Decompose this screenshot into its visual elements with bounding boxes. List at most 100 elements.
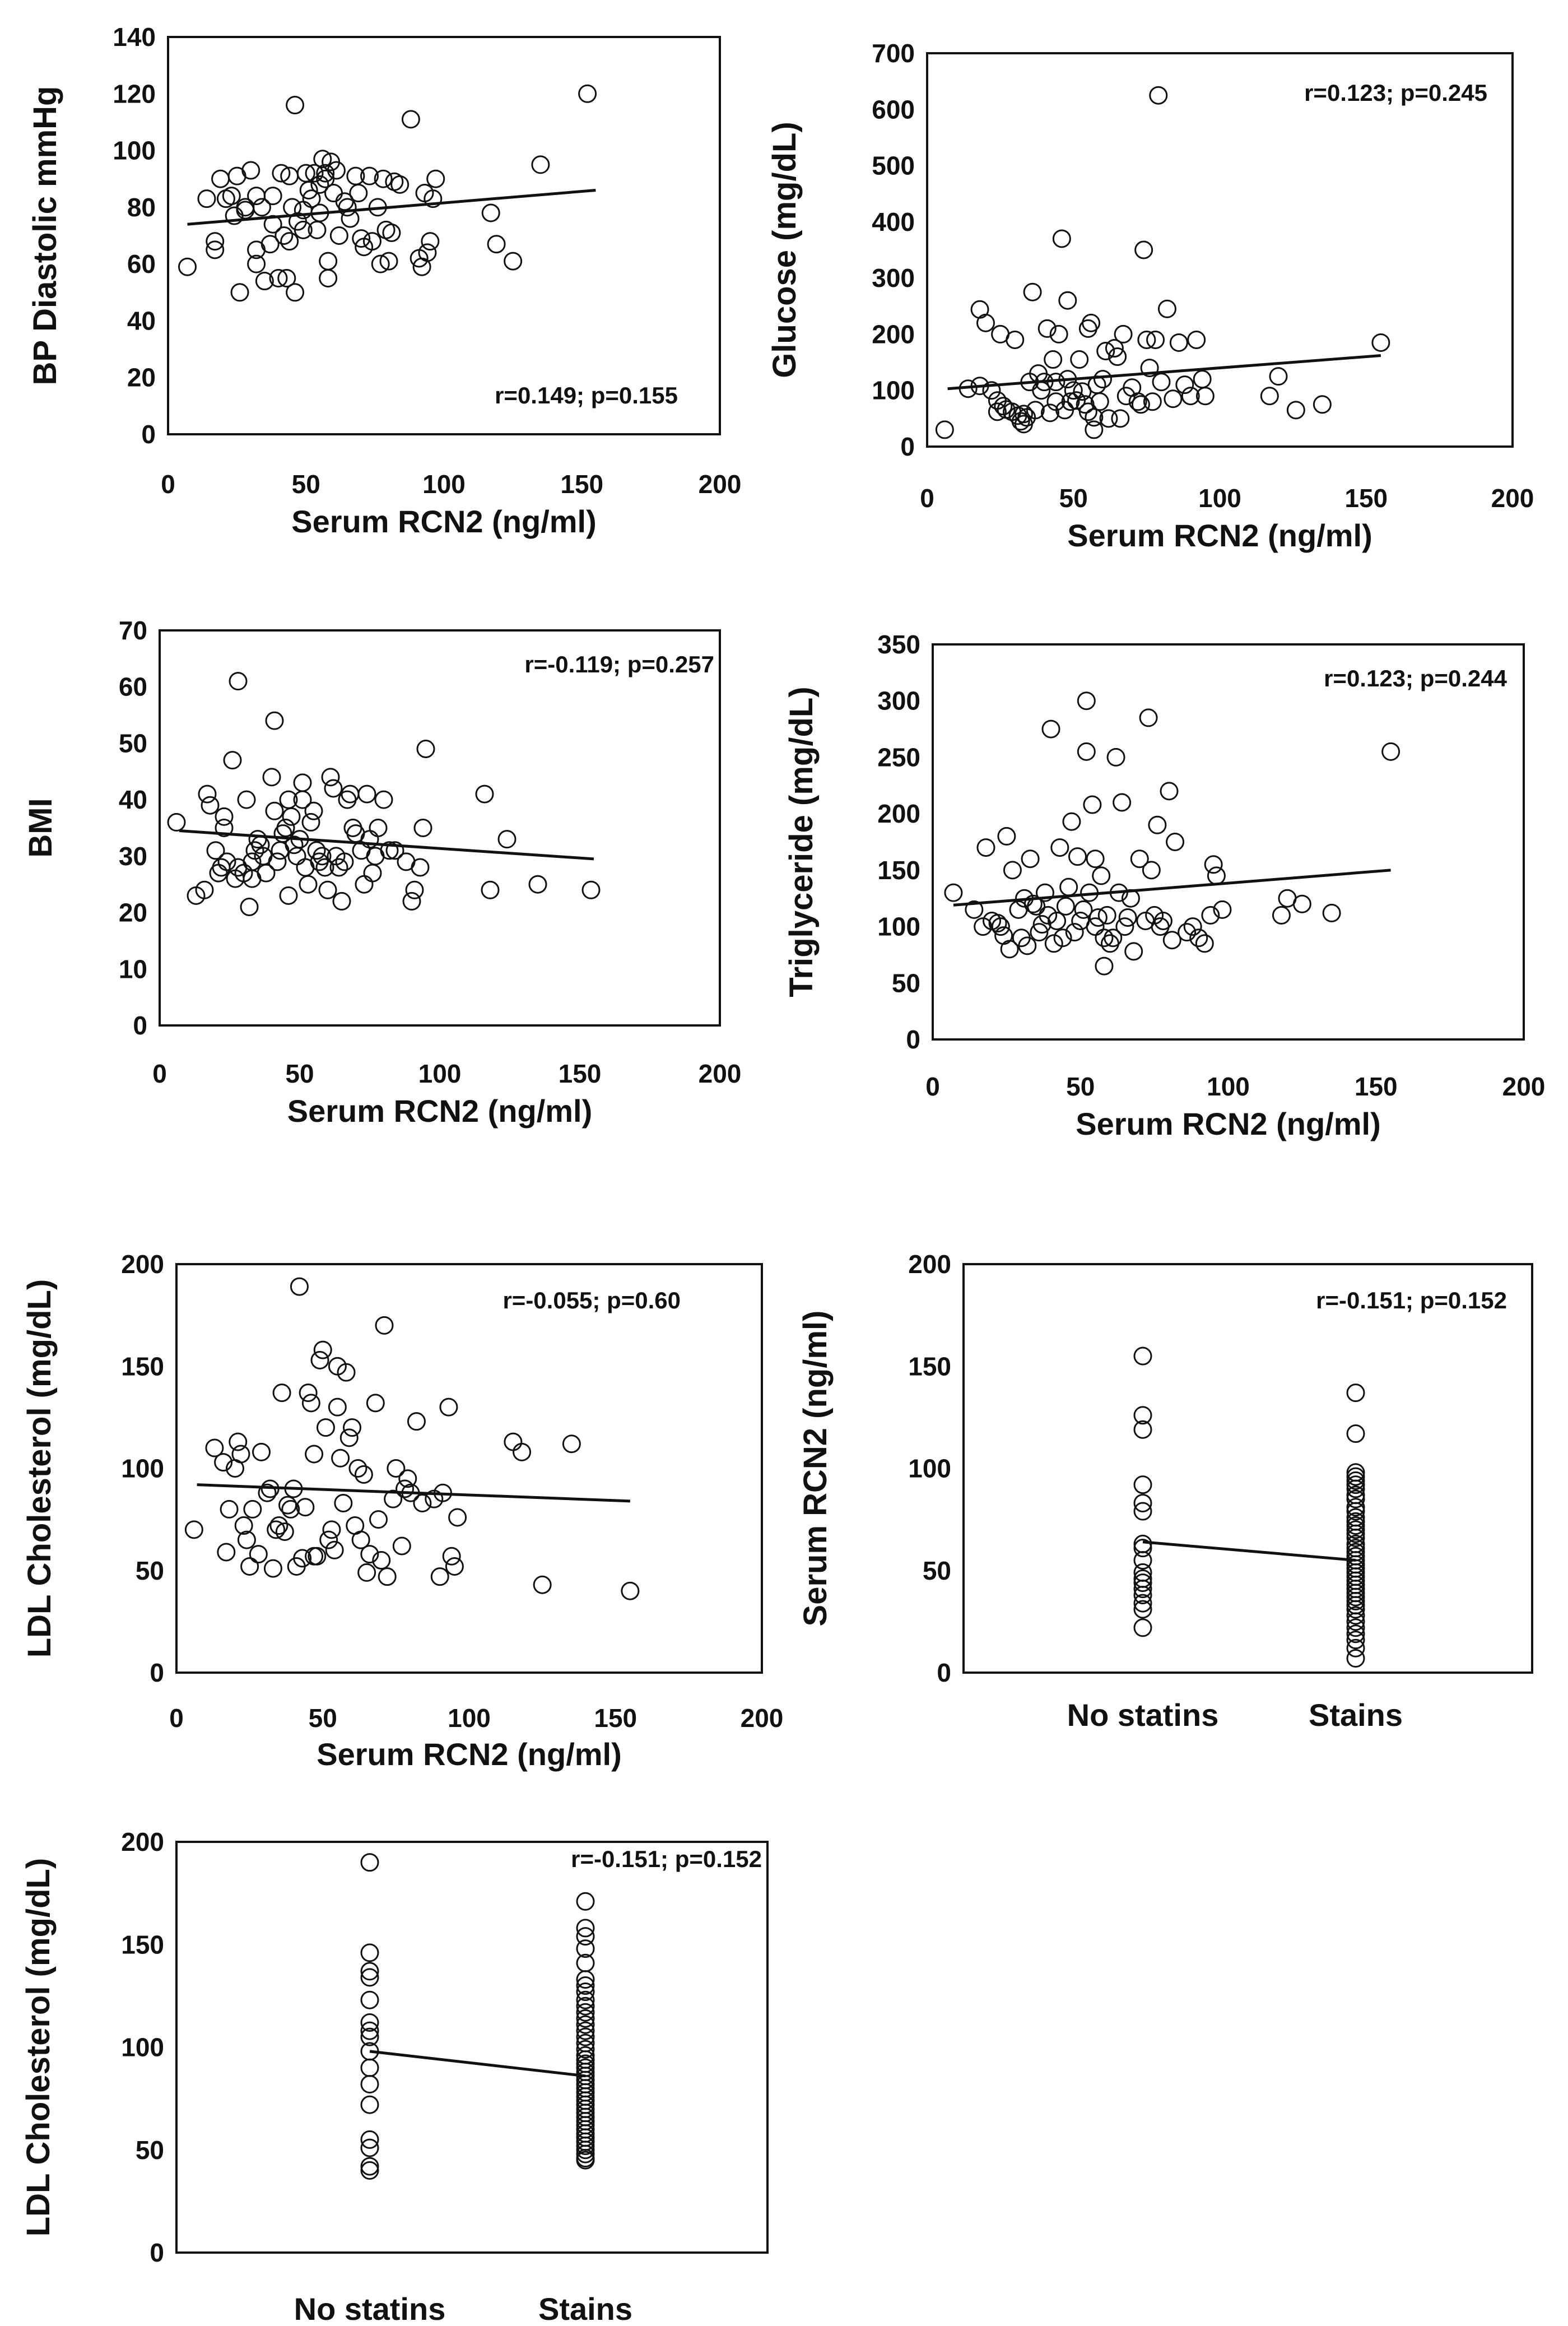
- x-tick-label: 100: [448, 1703, 491, 1733]
- data-point: [576, 2021, 595, 2040]
- data-point: [944, 883, 963, 902]
- plot-frame: [159, 629, 721, 1027]
- data-point: [1023, 894, 1043, 913]
- data-point: [1058, 291, 1077, 310]
- x-tick-label: 0: [169, 1703, 184, 1733]
- data-point: [1213, 900, 1232, 919]
- y-tick-label: 30: [119, 842, 147, 871]
- data-point: [1056, 897, 1075, 916]
- data-point: [310, 1350, 329, 1369]
- data-point: [982, 381, 1001, 400]
- correlation-annotation: r=-0.151; p=0.152: [1316, 1287, 1507, 1313]
- x-tick-label: 200: [1502, 1072, 1546, 1101]
- data-point: [269, 268, 288, 287]
- data-point: [1142, 861, 1161, 880]
- data-point: [1139, 708, 1158, 727]
- data-point: [357, 784, 376, 804]
- data-point: [1162, 931, 1181, 950]
- x-tick-label: 50: [309, 1703, 337, 1733]
- data-point: [1133, 1585, 1152, 1604]
- data-point: [257, 863, 276, 883]
- data-point: [201, 796, 220, 815]
- data-point: [240, 1557, 259, 1576]
- data-point: [1111, 409, 1130, 428]
- data-point: [1346, 1624, 1365, 1643]
- y-tick-label: 500: [872, 151, 915, 180]
- data-point: [217, 1543, 236, 1562]
- data-point: [319, 252, 338, 271]
- data-point: [1166, 833, 1185, 851]
- y-tick-label: 150: [908, 1352, 951, 1381]
- category-label: Stains: [538, 2291, 632, 2326]
- data-point: [360, 1968, 379, 1987]
- x-tick-label: 50: [292, 470, 320, 499]
- data-point: [1113, 793, 1132, 812]
- y-tick-label: 250: [877, 742, 920, 772]
- chart-bmi: 0 10 20 30 40 50 60 70 0 50 100 150 200 Serum RCN2 (n…: [22, 616, 741, 1129]
- data-point: [1090, 392, 1109, 411]
- data-point: [442, 1547, 461, 1566]
- data-point: [360, 1962, 379, 1981]
- data-point: [974, 917, 993, 936]
- data-point: [576, 1892, 595, 1911]
- category-label: No statins: [1067, 1697, 1219, 1733]
- data-point: [1095, 928, 1114, 948]
- data-point: [1086, 917, 1105, 936]
- data-point: [1094, 370, 1112, 389]
- data-point: [374, 790, 393, 809]
- data-point: [360, 2013, 379, 2032]
- data-point: [335, 852, 354, 871]
- y-tick-label: 600: [872, 95, 915, 124]
- data-point: [1037, 319, 1057, 338]
- data-point: [1193, 370, 1212, 389]
- data-point: [1064, 381, 1083, 400]
- data-point: [1313, 395, 1332, 414]
- data-point: [1164, 389, 1183, 408]
- y-tick-label: 100: [877, 912, 920, 941]
- data-point: [1077, 742, 1096, 761]
- y-tick-label: 0: [141, 420, 156, 449]
- trend-line: [947, 354, 1381, 391]
- data-point: [265, 801, 284, 820]
- data-point: [448, 1508, 467, 1527]
- data-point: [576, 2151, 595, 2170]
- data-point: [576, 2015, 595, 2034]
- data-point: [293, 1549, 312, 1568]
- data-point: [313, 150, 332, 169]
- data-point: [374, 169, 393, 188]
- data-point: [1040, 403, 1059, 423]
- data-point: [1077, 691, 1096, 711]
- data-point: [281, 1499, 300, 1519]
- data-point: [576, 2027, 595, 2046]
- data-point: [413, 819, 432, 837]
- data-point: [1062, 812, 1081, 831]
- data-point: [533, 1575, 552, 1594]
- data-point: [243, 852, 262, 871]
- x-axis-label: Serum RCN2 (ng/ml): [317, 1737, 622, 1772]
- data-point: [1133, 1551, 1152, 1570]
- data-point: [360, 2074, 379, 2093]
- data-point: [1133, 1539, 1152, 1558]
- data-point: [375, 1316, 394, 1335]
- y-tick-label: 10: [119, 954, 147, 983]
- data-point: [1118, 908, 1137, 927]
- data-point: [299, 1383, 318, 1403]
- data-point: [308, 1547, 327, 1566]
- data-point: [1346, 1475, 1365, 1494]
- data-point: [1044, 350, 1063, 369]
- data-point: [380, 841, 399, 860]
- data-point: [360, 1853, 379, 1872]
- chart-glucose: 0 100 200 300 400 500 600 700 0 50 100 150 200 Serum …: [766, 39, 1534, 553]
- data-point: [1014, 405, 1033, 424]
- data-point: [360, 2058, 379, 2077]
- data-point: [319, 1530, 338, 1549]
- data-point: [997, 827, 1016, 846]
- category-label: No statins: [294, 2291, 446, 2326]
- data-point: [1201, 906, 1220, 925]
- data-point: [1148, 815, 1167, 834]
- data-point: [355, 875, 374, 894]
- data-point: [1059, 878, 1078, 897]
- data-point: [405, 880, 424, 899]
- data-point: [1061, 392, 1080, 411]
- data-point: [1097, 906, 1116, 925]
